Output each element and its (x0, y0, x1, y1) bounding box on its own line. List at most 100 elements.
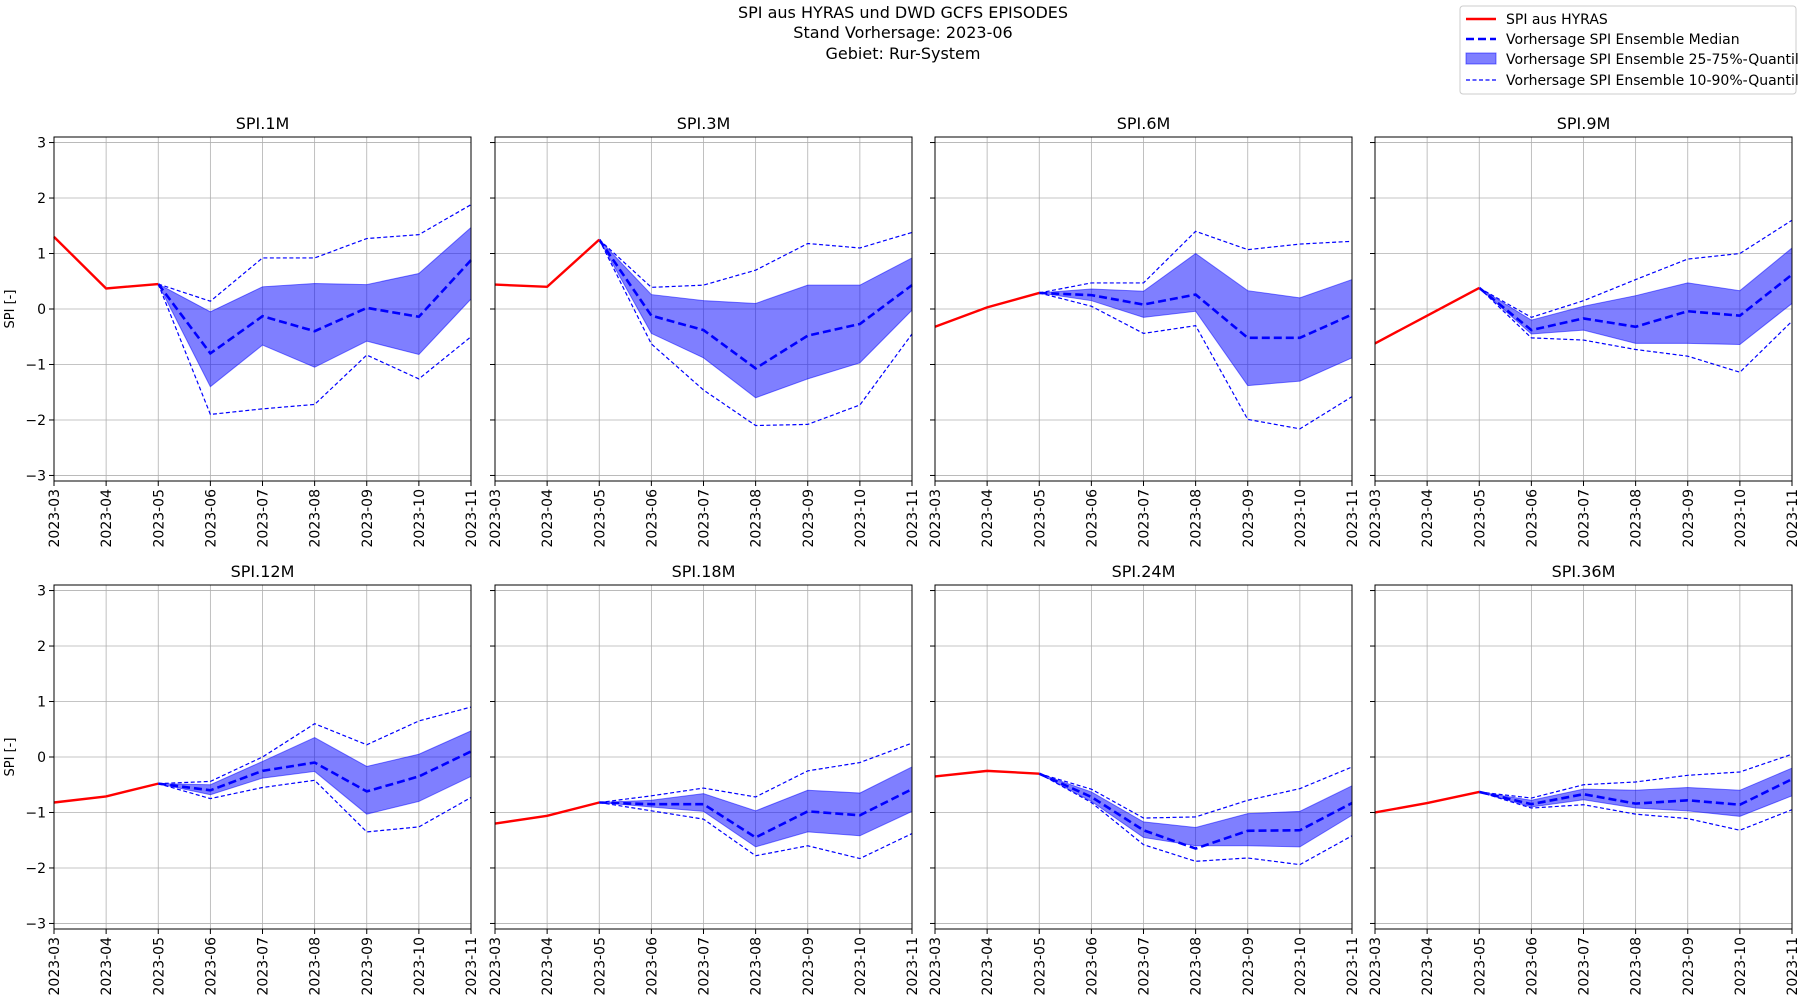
line-q10 (599, 801, 913, 860)
title-line-1: SPI aus HYRAS und DWD GCFS EPISODES (738, 3, 1068, 22)
figure-title: SPI aus HYRAS und DWD GCFS EPISODES Stan… (738, 3, 1068, 63)
line-q10 (157, 283, 472, 416)
title-line-2: Stand Vorhersage: 2023-06 (793, 23, 1012, 42)
panel-title: SPI.9M (1557, 114, 1611, 133)
line-q90 (158, 204, 472, 302)
x-tick-label: 2023-09 (1681, 489, 1697, 548)
x-tick-label: 2023-06 (1524, 937, 1540, 996)
x-tick-label: 2023-07 (697, 489, 713, 548)
x-tick-label: 2023-06 (1084, 489, 1100, 548)
x-tick-label: 2023-06 (203, 489, 219, 548)
y-tick-label: 3 (37, 584, 46, 600)
line-median (1039, 291, 1353, 340)
panel-spi-12m: SPI.12M −3 −2 −1 0 1 2 3 SPI [-] 2023-03 2023-04 20… (3, 562, 480, 996)
x-tick-label: 2023-03 (928, 489, 944, 548)
title-line-3: Gebiet: Rur-System (826, 44, 981, 63)
line-observed (934, 769, 1040, 778)
x-tick-label: 2023-10 (853, 937, 869, 996)
line-observed (1374, 790, 1480, 814)
x-tick-label: 2023-06 (644, 937, 660, 996)
y-tick-label: −1 (25, 357, 46, 373)
x-tick-label: 2023-10 (1293, 937, 1309, 996)
x-tick-label: 2023-11 (1345, 489, 1361, 548)
legend-label-median: Vorhersage SPI Ensemble Median (1506, 32, 1740, 48)
line-q90 (1479, 753, 1793, 799)
x-tick-label: 2023-07 (1137, 937, 1153, 996)
x-tick-label: 2023-06 (203, 937, 219, 996)
line-median (157, 259, 472, 356)
line-q90 (1039, 766, 1353, 819)
x-tick-label: 2023-09 (360, 937, 376, 996)
x-tick-label: 2023-06 (1524, 489, 1540, 548)
y-tick-label: 1 (37, 247, 46, 263)
line-median (1478, 273, 1793, 332)
y-tick-label: −3 (25, 468, 46, 484)
x-tick-label: 2023-04 (1420, 489, 1436, 548)
line-observed (53, 236, 159, 290)
panel-spi-9m: SPI.9M 2023-03 2023-04 2023-05 2023-06 2023-0… (1368, 114, 1800, 548)
x-tick-label: 2023-03 (1368, 937, 1384, 996)
x-tick-label: 2023-07 (256, 937, 272, 996)
panel-spi-18m: SPI.18M 2023-03 2023-04 2023-05 2023-06 2023-… (488, 562, 921, 996)
x-tick-label: 2023-10 (853, 489, 869, 548)
x-tick-label: 2023-04 (980, 937, 996, 996)
x-tick-label: 2023-08 (1189, 489, 1205, 548)
x-tick-label: 2023-04 (99, 937, 115, 996)
line-observed (494, 801, 600, 825)
x-tick-label: 2023-08 (308, 937, 324, 996)
line-q10 (158, 779, 472, 833)
x-tick-label: 2023-11 (1345, 937, 1361, 996)
panel-spi-6m: SPI.6M 2023-03 2023-04 2023-05 2023-06 2023-0… (928, 114, 1361, 548)
x-tick-label: 2023-05 (151, 937, 167, 996)
panel-title: SPI.18M (672, 562, 736, 581)
x-tick-label: 2023-03 (47, 937, 63, 996)
line-q10 (1038, 773, 1353, 866)
x-tick-label: 2023-04 (1420, 937, 1436, 996)
x-tick-label: 2023-08 (308, 489, 324, 548)
x-tick-label: 2023-11 (464, 937, 480, 996)
x-tick-label: 2023-08 (1629, 937, 1645, 996)
line-median (1038, 772, 1353, 850)
y-tick-label: 3 (37, 136, 46, 152)
line-observed (934, 291, 1040, 328)
legend-label-observed: SPI aus HYRAS (1506, 12, 1608, 28)
x-tick-label: 2023-03 (1368, 489, 1384, 548)
x-tick-label: 2023-10 (1293, 489, 1309, 548)
line-observed (53, 782, 159, 804)
y-tick-label: 0 (37, 302, 46, 318)
x-tick-label: 2023-10 (1733, 937, 1749, 996)
x-tick-label: 2023-09 (1241, 937, 1257, 996)
panel-title: SPI.3M (677, 114, 731, 133)
x-tick-label: 2023-07 (256, 489, 272, 548)
x-tick-label: 2023-04 (980, 489, 996, 548)
panel-spi-3m: SPI.3M 2023-03 2023-04 2023-05 2023-06 2023-0… (488, 114, 921, 548)
panel-spi-24m: SPI.24M 2023-03 2023-04 2023-05 2023-06 2023-… (928, 562, 1361, 996)
y-tick-label: 2 (37, 191, 46, 207)
panel-title: SPI.1M (236, 114, 290, 133)
y-tick-label: 1 (37, 695, 46, 711)
line-q90 (158, 706, 472, 785)
x-tick-label: 2023-03 (47, 489, 63, 548)
x-tick-label: 2023-06 (644, 489, 660, 548)
x-tick-label: 2023-04 (540, 937, 556, 996)
x-tick-label: 2023-05 (151, 489, 167, 548)
line-median (158, 750, 472, 793)
line-observed (494, 238, 601, 289)
x-tick-label: 2023-03 (488, 937, 504, 996)
x-tick-label: 2023-09 (801, 937, 817, 996)
line-q10 (1478, 287, 1793, 373)
y-axis-label: SPI [-] (3, 290, 18, 329)
panel-title: SPI.12M (231, 562, 295, 581)
x-tick-label: 2023-09 (801, 489, 817, 548)
line-q90 (1039, 230, 1353, 294)
line-median (598, 238, 913, 370)
x-tick-label: 2023-11 (1785, 489, 1800, 548)
line-q90 (598, 231, 913, 288)
x-tick-label: 2023-05 (1472, 489, 1488, 548)
legend: SPI aus HYRAS Vorhersage SPI Ensemble Me… (1459, 5, 1799, 95)
x-tick-label: 2023-10 (412, 937, 428, 996)
legend-frame (1459, 5, 1797, 95)
y-tick-label: 2 (37, 639, 46, 655)
x-tick-label: 2023-06 (1084, 937, 1100, 996)
x-tick-label: 2023-05 (1472, 937, 1488, 996)
